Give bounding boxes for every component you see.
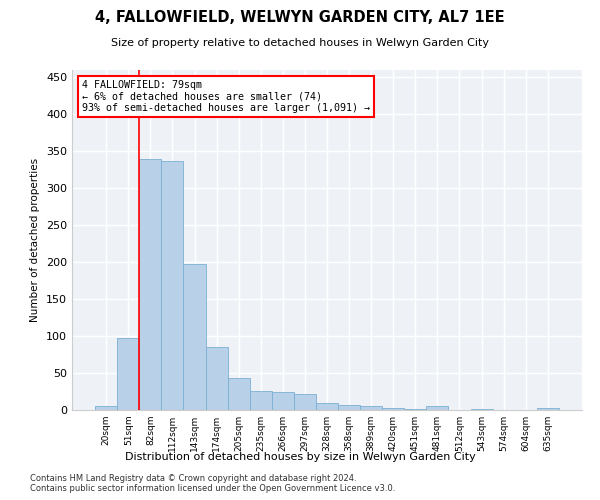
Bar <box>294 394 316 410</box>
Text: 4, FALLOWFIELD, WELWYN GARDEN CITY, AL7 1EE: 4, FALLOWFIELD, WELWYN GARDEN CITY, AL7 … <box>95 10 505 25</box>
Text: 4 FALLOWFIELD: 79sqm
← 6% of detached houses are smaller (74)
93% of semi-detach: 4 FALLOWFIELD: 79sqm ← 6% of detached ho… <box>82 80 370 114</box>
Bar <box>470 408 493 410</box>
Bar <box>139 158 161 410</box>
Bar <box>427 406 448 410</box>
Bar <box>382 408 404 410</box>
Bar <box>404 408 427 410</box>
Bar <box>95 406 117 410</box>
Bar <box>206 347 227 410</box>
Bar <box>360 406 382 410</box>
Text: Contains public sector information licensed under the Open Government Licence v3: Contains public sector information licen… <box>30 484 395 493</box>
Bar <box>338 405 360 410</box>
Bar <box>161 161 184 410</box>
Bar <box>272 392 294 410</box>
Text: Size of property relative to detached houses in Welwyn Garden City: Size of property relative to detached ho… <box>111 38 489 48</box>
Bar <box>117 338 139 410</box>
Bar <box>316 404 338 410</box>
Bar <box>184 264 206 410</box>
Bar <box>227 378 250 410</box>
Text: Distribution of detached houses by size in Welwyn Garden City: Distribution of detached houses by size … <box>125 452 475 462</box>
Text: Contains HM Land Registry data © Crown copyright and database right 2024.: Contains HM Land Registry data © Crown c… <box>30 474 356 483</box>
Bar <box>250 391 272 410</box>
Bar <box>537 408 559 410</box>
Y-axis label: Number of detached properties: Number of detached properties <box>31 158 40 322</box>
